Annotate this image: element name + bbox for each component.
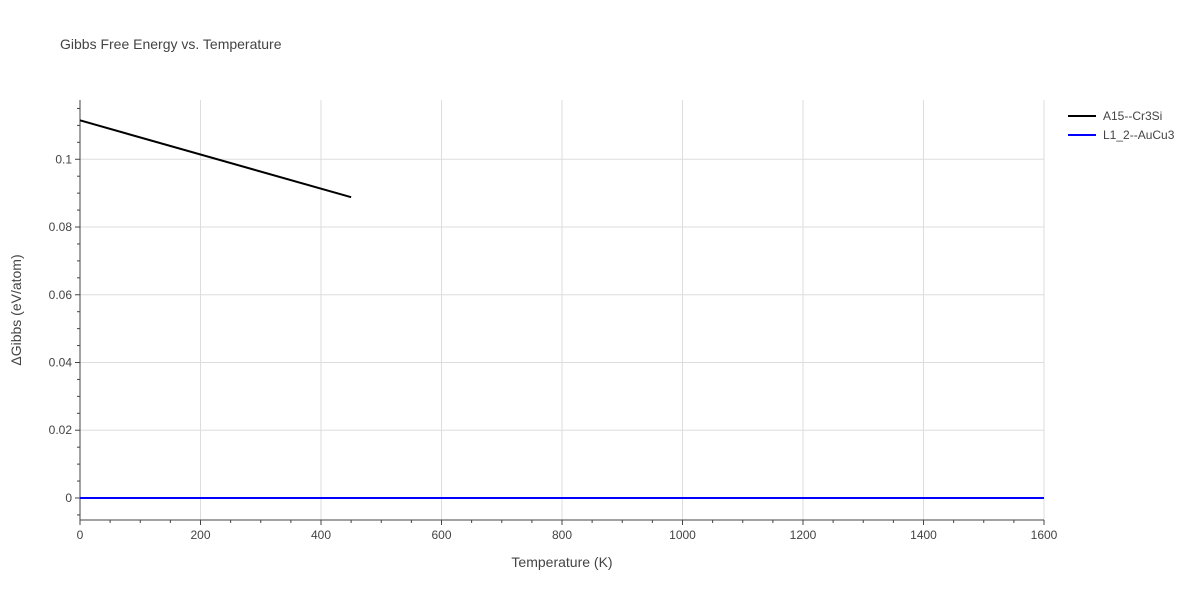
legend-label: A15--Cr3Si <box>1103 108 1163 123</box>
x-tick-label: 1000 <box>669 528 696 542</box>
x-tick-label: 1200 <box>790 528 817 542</box>
legend-swatch <box>1068 133 1096 136</box>
legend-label: L1_2--AuCu3 <box>1103 127 1175 142</box>
tick-label-layer: 0 200 400 600 800 1000 1200 1400 1600 0 0.02 0.04 0.… <box>49 152 1058 542</box>
series-line-a15-cr3si <box>79 119 352 199</box>
legend-item-l1-2-aucu3[interactable]: L1_2--AuCu3 <box>1068 125 1174 144</box>
series-layer <box>79 119 1044 499</box>
y-tick-label: 0 <box>65 491 72 505</box>
y-tick-label: 0.08 <box>49 220 73 234</box>
legend-item-a15-cr3si[interactable]: A15--Cr3Si <box>1068 106 1174 125</box>
axis-layer <box>75 100 1045 525</box>
legend-swatch <box>1068 114 1096 117</box>
y-tick-label: 0.06 <box>49 288 73 302</box>
chart-title: Gibbs Free Energy vs. Temperature <box>60 36 282 52</box>
x-tick-label: 600 <box>431 528 451 542</box>
y-tick-label: 0.04 <box>49 356 73 370</box>
grid-layer <box>80 100 1045 520</box>
y-tick-label: 0.1 <box>55 152 72 166</box>
x-tick-label: 800 <box>552 528 572 542</box>
x-tick-label: 1600 <box>1031 528 1058 542</box>
y-axis-label: ΔGibbs (eV/atom) <box>8 254 24 366</box>
x-tick-label: 200 <box>190 528 210 542</box>
x-axis-label: Temperature (K) <box>511 554 613 570</box>
x-tick-label: 0 <box>77 528 84 542</box>
x-tick-label: 400 <box>311 528 331 542</box>
legend: A15--Cr3Si L1_2--AuCu3 <box>1068 106 1174 144</box>
y-tick-label: 0.02 <box>49 423 73 437</box>
x-tick-label: 1400 <box>910 528 937 542</box>
